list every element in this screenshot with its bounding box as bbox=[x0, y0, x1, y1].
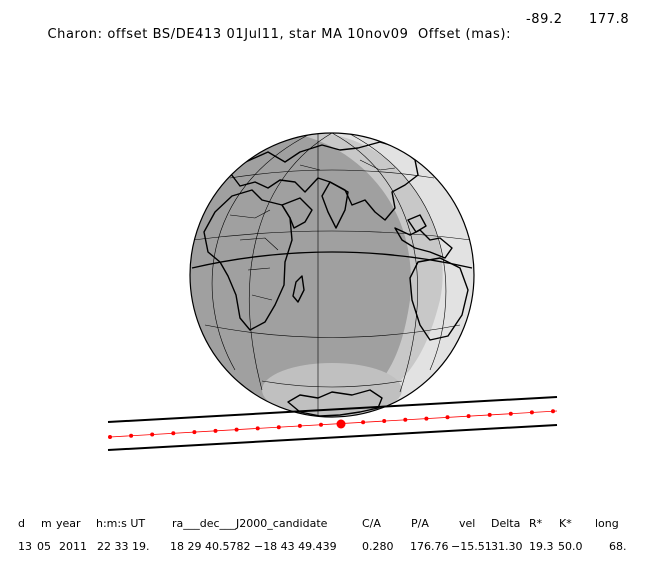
track-point bbox=[213, 428, 218, 433]
coastlines bbox=[203, 141, 469, 417]
track-point bbox=[255, 426, 260, 431]
value-time: 22 33 19. bbox=[97, 540, 150, 553]
track-point bbox=[192, 430, 197, 435]
africa-outline bbox=[203, 189, 293, 331]
graticule bbox=[192, 133, 472, 417]
india-outline bbox=[321, 181, 349, 229]
track-point bbox=[529, 410, 534, 415]
col-header-m: m bbox=[41, 517, 52, 530]
track-point bbox=[234, 427, 239, 432]
shadow-limit-north bbox=[107, 396, 558, 423]
value-m: 05 bbox=[37, 540, 51, 553]
track-point bbox=[297, 423, 302, 428]
col-header-long: long bbox=[595, 517, 619, 530]
track-point bbox=[361, 420, 366, 425]
track-point bbox=[171, 431, 176, 436]
col-header-pa: P/A bbox=[411, 517, 429, 530]
col-header-rstar: R* bbox=[529, 517, 543, 530]
shadow-limit-south bbox=[107, 424, 558, 451]
col-header-delta: Delta bbox=[491, 517, 521, 530]
track-point bbox=[150, 432, 155, 437]
australia-outline bbox=[409, 257, 469, 341]
value-radec: 18 29 40.5782 −18 43 49.439 bbox=[170, 540, 337, 553]
offset-dec: 177.8 bbox=[589, 12, 630, 27]
track-point bbox=[424, 416, 429, 421]
value-long: 68. bbox=[609, 540, 627, 553]
col-header-time: h:m:s UT bbox=[96, 517, 146, 530]
track-point bbox=[487, 412, 492, 417]
track-point bbox=[108, 435, 112, 439]
track-point bbox=[445, 415, 450, 420]
col-header-radec: ra___dec___J2000_candidate bbox=[172, 517, 328, 530]
col-header-d: d bbox=[18, 517, 25, 530]
value-ca: 0.280 bbox=[362, 540, 394, 553]
madagascar-outline bbox=[292, 275, 305, 303]
value-delta: 31.30 bbox=[491, 540, 523, 553]
equator-line bbox=[191, 251, 473, 269]
value-rstar: 19.3 bbox=[529, 540, 554, 553]
value-pa: 176.76 bbox=[410, 540, 449, 553]
col-header-kstar: K* bbox=[559, 517, 572, 530]
track-point bbox=[508, 411, 513, 416]
country-borders bbox=[229, 159, 396, 301]
centerline-track bbox=[109, 410, 558, 438]
offset-ra: -89.2 bbox=[526, 12, 563, 27]
arabia-outline bbox=[281, 197, 313, 229]
col-header-year: year bbox=[56, 517, 81, 530]
borneo-outline bbox=[407, 214, 427, 233]
plot-title: Charon: offset BS/DE413 01Jul11, star MA… bbox=[38, 12, 511, 42]
eurasia-outline bbox=[227, 141, 419, 221]
globe-limb bbox=[189, 132, 475, 418]
value-year: 2011 bbox=[59, 540, 87, 553]
value-vel: −15.51 bbox=[451, 540, 492, 553]
value-kstar: 50.0 bbox=[558, 540, 583, 553]
track-point bbox=[129, 433, 134, 438]
value-d: 13 bbox=[18, 540, 32, 553]
polar-cap bbox=[262, 363, 402, 417]
track-point bbox=[551, 409, 555, 414]
track-point bbox=[382, 419, 387, 423]
track-point bbox=[276, 425, 281, 430]
closest-approach-marker bbox=[336, 419, 346, 429]
col-header-ca: C/A bbox=[362, 517, 381, 530]
track-point bbox=[466, 414, 471, 419]
title-text: Charon: offset BS/DE413 01Jul11, star MA… bbox=[47, 27, 512, 42]
track-point bbox=[319, 422, 323, 427]
globe bbox=[189, 132, 475, 418]
col-header-vel: vel bbox=[459, 517, 476, 530]
track-point bbox=[403, 417, 408, 422]
